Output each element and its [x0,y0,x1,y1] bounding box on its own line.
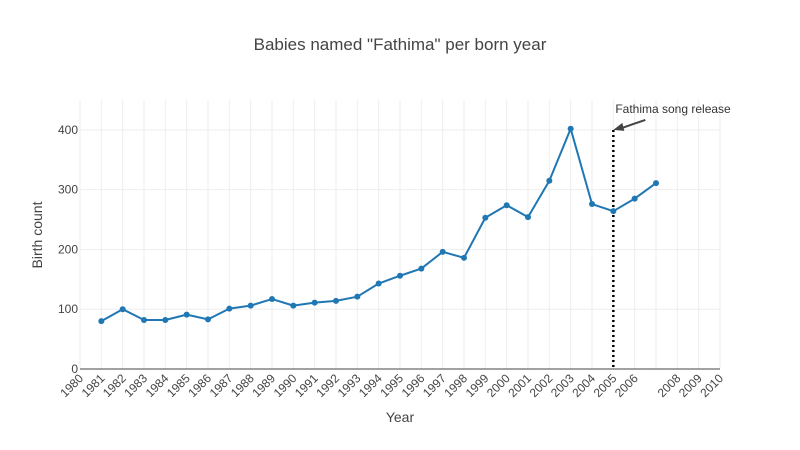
data-point [653,180,659,187]
data-point [119,306,126,313]
chart-title: Babies named "Fathima" per born year [254,35,547,54]
data-point [567,125,574,132]
series-layer [98,125,659,325]
data-point [205,316,211,323]
x-axis-title: Year [386,409,415,425]
data-point [183,311,190,318]
data-point [333,297,339,304]
y-tick-label: 0 [71,362,78,376]
y-tick-label: 200 [58,242,78,256]
data-point [461,254,467,261]
data-point [311,299,318,306]
x-tick-label: 2010 [697,371,726,400]
y-tick-label: 400 [58,123,78,137]
annotation-arrow-shaft [619,118,646,130]
x-tick-labels: 1980198119821983198419851986198719881989… [57,371,726,400]
data-point [482,214,489,221]
grid [79,100,721,369]
data-point [439,248,446,255]
data-point [98,318,105,325]
data-point [397,272,403,279]
data-point [226,305,233,312]
y-tick-labels: 0 100 200 300 400 [58,123,78,376]
y-tick-label: 100 [58,302,78,316]
y-tick-label: 300 [58,183,78,197]
x-tick-label: 2006 [612,371,641,400]
data-point [354,293,361,300]
data-point [247,302,254,309]
data-point [269,296,275,303]
data-point [418,265,425,272]
data-point [525,214,531,221]
data-point [546,177,553,184]
annotation-arrowhead [613,122,625,131]
data-point [610,208,617,215]
data-point [589,201,595,208]
annotation-label: Fathima song release [615,102,731,116]
data-point [141,316,147,323]
data-point [631,195,638,202]
y-axis-title: Birth count [29,201,45,268]
annotation-layer: Fathima song release [612,102,731,369]
data-point [290,302,297,309]
data-point [162,316,169,323]
data-point [503,202,510,209]
data-point [375,280,382,287]
